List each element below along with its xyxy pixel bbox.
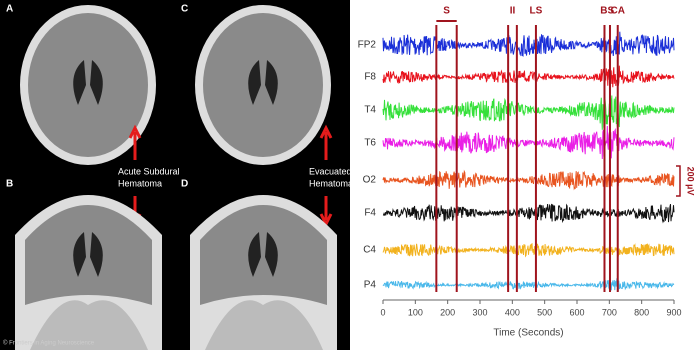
event-label: II: [510, 6, 516, 17]
eeg-trace: [382, 242, 675, 258]
x-tick-label: 800: [634, 307, 649, 317]
x-tick-label: 100: [408, 307, 423, 317]
x-tick-label: 900: [666, 307, 681, 317]
eeg-trace: [382, 65, 675, 88]
scale-bar: [676, 165, 681, 197]
arrow: [319, 124, 333, 160]
eeg-trace: [382, 95, 675, 130]
channel-label: FP2: [358, 40, 377, 51]
eeg-trace: [382, 278, 675, 292]
eeg-trace: [382, 125, 675, 160]
event-label: BS: [600, 6, 614, 17]
annotation: Evacuated: [309, 166, 352, 176]
x-tick-label: 700: [602, 307, 617, 317]
ct-area: A Acute Subdural Hematoma B C Evacuated Hemato…: [3, 4, 353, 350]
panel-label: B: [6, 179, 13, 190]
annotation: Acute Subdural: [118, 166, 180, 176]
x-tick-label: 500: [537, 307, 552, 317]
ventricles: [248, 232, 278, 277]
eeg-trace: [382, 169, 675, 191]
channel-label: T4: [364, 105, 376, 116]
panel-label: A: [6, 4, 13, 15]
event-label: CA: [611, 6, 625, 17]
skull-base: [30, 300, 148, 350]
channel-label: F4: [364, 208, 376, 219]
event-label: LS: [530, 6, 543, 17]
channel-label: F8: [364, 72, 376, 83]
brain: [25, 205, 152, 305]
brain: [200, 205, 327, 305]
x-axis-label: Time (Seconds): [493, 328, 563, 339]
channel-label: O2: [363, 175, 377, 186]
x-tick-label: 300: [472, 307, 487, 317]
eeg-trace: [382, 31, 675, 57]
ventricles: [248, 60, 278, 105]
channel-label: P4: [364, 280, 377, 291]
x-tick-label: 0: [380, 307, 385, 317]
event-label: S: [443, 6, 450, 17]
x-tick-label: 400: [505, 307, 520, 317]
skull-base: [205, 300, 323, 350]
scale-label: 200 µV: [686, 167, 696, 196]
arrow: [128, 124, 142, 160]
brain: [203, 13, 323, 157]
credit: © Frontiers in Aging Neuroscience: [3, 340, 95, 347]
ventricles: [73, 232, 103, 277]
annotation: Hematoma: [309, 178, 353, 188]
panel-label: C: [181, 4, 188, 15]
annotation: Hematoma: [118, 178, 162, 188]
channel-label: T6: [364, 138, 376, 149]
channel-label: C4: [363, 245, 376, 256]
eeg-trace: [382, 203, 675, 224]
ventricles: [73, 60, 103, 105]
panel-label: D: [181, 179, 188, 190]
brain: [28, 13, 148, 157]
x-tick-label: 600: [569, 307, 584, 317]
x-tick-label: 200: [440, 307, 455, 317]
